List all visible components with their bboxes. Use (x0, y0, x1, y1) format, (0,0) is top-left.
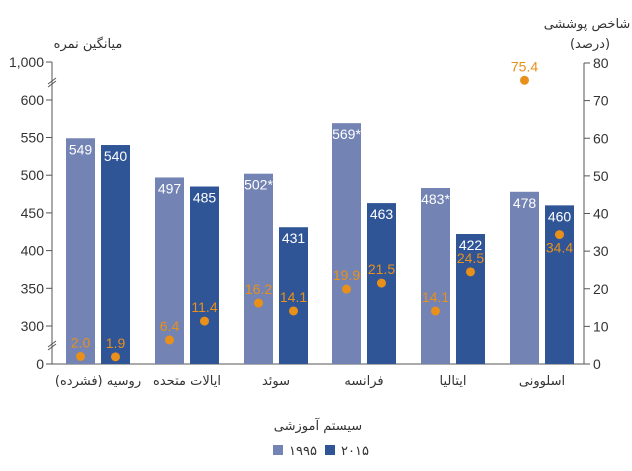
bar-value-label: 422 (459, 237, 483, 253)
bar-value-label: 569* (332, 126, 361, 142)
bar-value-label: 483* (421, 191, 450, 207)
bar-1995 (66, 138, 95, 364)
category-label: روسیه (فشرده) (55, 374, 141, 389)
y-tick-label: 600 (21, 92, 45, 108)
bar-value-label: 485 (193, 190, 217, 206)
bar-value-label: 549 (69, 141, 93, 157)
y-axis-break-mark-top (47, 80, 57, 88)
y2-tick-label: 30 (593, 243, 609, 259)
bar-2015 (545, 205, 574, 364)
y-tick-label: 550 (21, 130, 45, 146)
bar-2015 (456, 234, 485, 364)
bar-1995 (332, 123, 361, 364)
coverage-value-label: 19.9 (333, 267, 360, 283)
y2-tick-label: 50 (593, 168, 609, 184)
bar-value-label: 431 (282, 230, 306, 246)
y2-tick-label: 0 (593, 356, 601, 372)
coverage-value-label: 14.1 (422, 289, 449, 305)
category-label: ایالات متحده (153, 374, 221, 389)
coverage-value-label: 6.4 (160, 318, 180, 334)
y-axis-break-mark-bottom (47, 343, 57, 351)
coverage-value-label: 24.5 (457, 250, 484, 266)
bar-value-label: 497 (158, 180, 182, 196)
coverage-dot (165, 335, 174, 345)
coverage-value-label: 2.0 (71, 334, 91, 350)
y-tick-label: 300 (21, 318, 45, 334)
y2-tick-label: 80 (593, 55, 609, 71)
coverage-value-label: 11.4 (191, 299, 217, 315)
y-tick-label: 0 (36, 356, 44, 372)
coverage-dot (254, 298, 263, 308)
bar-1995 (421, 188, 450, 364)
coverage-dot (342, 284, 351, 294)
coverage-value-label: 75.4 (511, 58, 538, 74)
bar-1995 (244, 173, 273, 364)
category-label: سوئد (262, 374, 290, 389)
category-label: اسلوونی (519, 374, 565, 389)
bar-value-label: 502* (244, 177, 273, 193)
bar-value-label: 463 (370, 206, 394, 222)
y2-tick-label: 40 (593, 206, 609, 222)
y2-axis-title-line1: شاخص پوششی (544, 17, 631, 32)
bar-value-label: 478 (513, 195, 537, 211)
y-tick-label: 400 (21, 243, 45, 259)
legend-swatch-1995 (273, 445, 283, 455)
y2-tick-label: 10 (593, 318, 609, 334)
bar-value-label: 540 (104, 148, 128, 164)
y-axis-break-mark-bottom (47, 340, 57, 348)
coverage-dot (466, 267, 475, 277)
legend-swatch-2015 (325, 445, 335, 455)
coverage-dot (431, 306, 440, 316)
coverage-dot (76, 351, 85, 361)
coverage-dot (555, 230, 564, 240)
bar-1995 (155, 177, 184, 364)
x-axis-title: سیستم آموزشی (274, 417, 362, 434)
coverage-dot (200, 316, 209, 326)
coverage-value-label: 16.2 (245, 281, 272, 297)
bar-2015 (190, 186, 219, 364)
coverage-value-label: 14.1 (280, 289, 307, 305)
coverage-dot (111, 352, 120, 362)
bar-value-label: 460 (548, 208, 572, 224)
legend-label-2015: ۲۰۱۵ (341, 444, 369, 459)
y-axis-title: میانگین نمره (54, 36, 123, 52)
y2-tick-label: 60 (593, 130, 609, 146)
bar-2015 (101, 145, 130, 364)
y-tick-label: 450 (21, 205, 45, 221)
y-axis-break-mark-top (47, 77, 57, 85)
legend: ۱۹۹۵ ۲۰۱۵ (273, 444, 369, 459)
coverage-value-label: 34.4 (546, 240, 573, 256)
y-tick-label: 500 (21, 167, 45, 183)
coverage-value-label: 1.9 (106, 335, 126, 351)
y2-tick-label: 70 (593, 93, 609, 109)
category-label: ایتالیا (440, 374, 467, 389)
y2-axis-title-line2: (درصد) (570, 37, 610, 52)
bar-2015 (279, 227, 308, 364)
coverage-dot (289, 306, 298, 316)
category-label: فرانسه (344, 374, 383, 389)
y2-tick-label: 20 (593, 281, 609, 297)
coverage-dot (520, 75, 529, 85)
y-tick-label: 350 (21, 280, 45, 296)
coverage-dot (377, 278, 386, 288)
legend-label-1995: ۱۹۹۵ (289, 444, 317, 459)
y-tick-label: 1,000 (9, 54, 44, 70)
bar-1995 (510, 191, 539, 364)
coverage-value-label: 21.5 (368, 261, 395, 277)
